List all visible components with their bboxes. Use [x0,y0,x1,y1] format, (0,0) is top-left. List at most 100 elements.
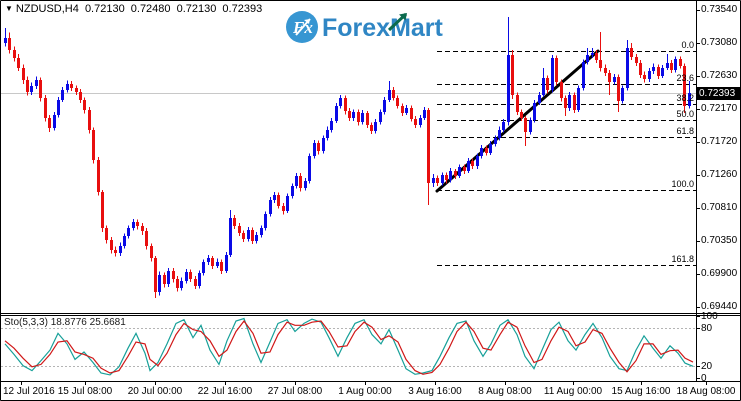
candle-body-bull [507,55,510,123]
candle-body-bull [458,167,461,177]
candle-body-bear [105,228,108,241]
candle-body-bull [441,175,444,184]
candle-body-bull [666,63,669,68]
candle-body-bull [361,113,364,123]
candle-body-bear [555,58,558,83]
candle-body-bear [595,53,598,60]
candle-body-bull [216,262,219,267]
candle-body-bull [225,255,228,272]
candle-body-bull [273,195,276,201]
candle-body-bear [101,192,104,229]
candle-body-bull [66,84,69,90]
candle-body-bear [141,226,144,232]
candle-body-bull [202,262,205,274]
candle-body-bear [396,98,399,106]
candle-body-bear [317,143,320,151]
trend-line [435,49,600,193]
candle-body-bull [286,196,289,211]
candle-body-bear [348,111,351,119]
candle-body-bull [61,90,64,100]
candle-body-bear [657,67,660,77]
candle-body-bull [582,62,585,89]
candle-body-bear [679,59,682,66]
candle-body-bull [335,106,338,122]
candle-body-bear [414,119,417,125]
candle-body-bear [75,88,78,93]
candle-body-bull [260,228,263,236]
candle-body-bear [299,176,302,189]
candle-body-bull [198,273,201,287]
candle-body-bull [57,100,60,115]
candle-body-bull [502,122,505,131]
candle-body-bull [648,71,651,79]
candle-body-bear [26,80,29,92]
candle-body-bear [670,63,673,71]
candle-body-bear [97,160,100,193]
candle-body-bull [449,171,452,181]
candle-body-bull [167,271,170,285]
candle-body-bear [604,68,607,73]
candle-body-bull [308,156,311,182]
candle-body-bear [44,98,47,118]
candle-body-bull [626,48,629,88]
candle-body-bear [79,92,82,101]
candle-body-bear [17,58,20,68]
candle-body-bull [432,178,435,184]
sto-signal-line [4,319,694,375]
candles-group [4,17,691,299]
candle-body-bear [370,125,373,132]
candle-body-bull [419,118,422,125]
candle-body-bear [511,55,514,95]
candle-body-bear [211,258,214,267]
candle-body-bear [110,240,113,251]
candle-body-bull [339,98,342,106]
candle-body-bull [185,272,188,282]
candle-body-bull [613,77,616,83]
candle-body-bull [489,144,492,154]
candle-body-bear [410,108,413,119]
candle-body-bear [471,161,474,167]
candle-body-bear [524,118,527,132]
candle-body-bull [180,281,183,289]
candle-body-bull [652,67,655,72]
candle-body-bear [39,80,42,98]
candle-body-bull [591,53,594,55]
candle-body-bull [30,86,33,93]
candle-body-bear [454,171,457,177]
candle-body-bear [22,68,25,80]
candle-body-bull [207,258,210,263]
candle-body-bull [661,68,664,76]
symbol-dropdown-icon[interactable]: ▼ [5,4,13,13]
candle-body-bear [88,110,91,131]
candle-body-bear [251,230,254,242]
candle-body-bear [573,95,576,110]
candle-body-bear [516,95,519,112]
candle-body-bear [189,272,192,280]
candle-body-bear [344,98,347,112]
candle-body-bear [172,271,175,280]
candle-body-bear [617,77,620,102]
candle-body-bull [35,80,38,86]
candle-body-bear [401,106,404,114]
candle-body-bull [494,138,497,144]
candle-body-bull [674,59,677,70]
candle-body-bear [145,231,148,247]
candle-body-bull [269,200,272,215]
candle-body-bull [352,112,355,118]
candle-body-bull [542,78,545,95]
candle-body-bull [295,176,298,187]
candle-body-bear [639,63,642,76]
candle-body-bull [529,120,532,133]
candle-body-bear [560,82,563,98]
candle-body-bear [282,206,285,211]
candle-body-bull [538,95,541,103]
candle-body-bear [114,250,117,254]
candle-body-bear [427,110,430,184]
candle-body-bull [577,88,580,110]
candle-body-bear [546,78,549,90]
candle-body-bear [277,195,280,206]
candle-body-bull [330,121,333,131]
candle-body-bull [53,115,56,129]
